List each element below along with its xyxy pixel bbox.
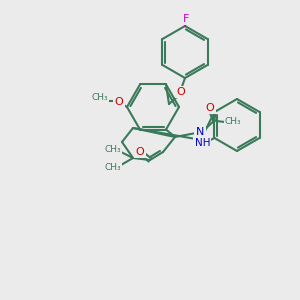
Text: CH₃: CH₃ [105,163,121,172]
Text: O: O [206,103,214,113]
Text: CH₃: CH₃ [225,118,241,127]
Text: CH₃: CH₃ [105,145,121,154]
Text: O: O [136,147,144,157]
Text: CH₃: CH₃ [92,94,108,103]
Text: O: O [177,87,185,97]
Text: O: O [115,97,123,107]
Text: N: N [196,127,204,137]
Text: F: F [183,14,189,24]
Text: NH: NH [195,138,210,148]
Text: methoxy: methoxy [100,98,106,100]
